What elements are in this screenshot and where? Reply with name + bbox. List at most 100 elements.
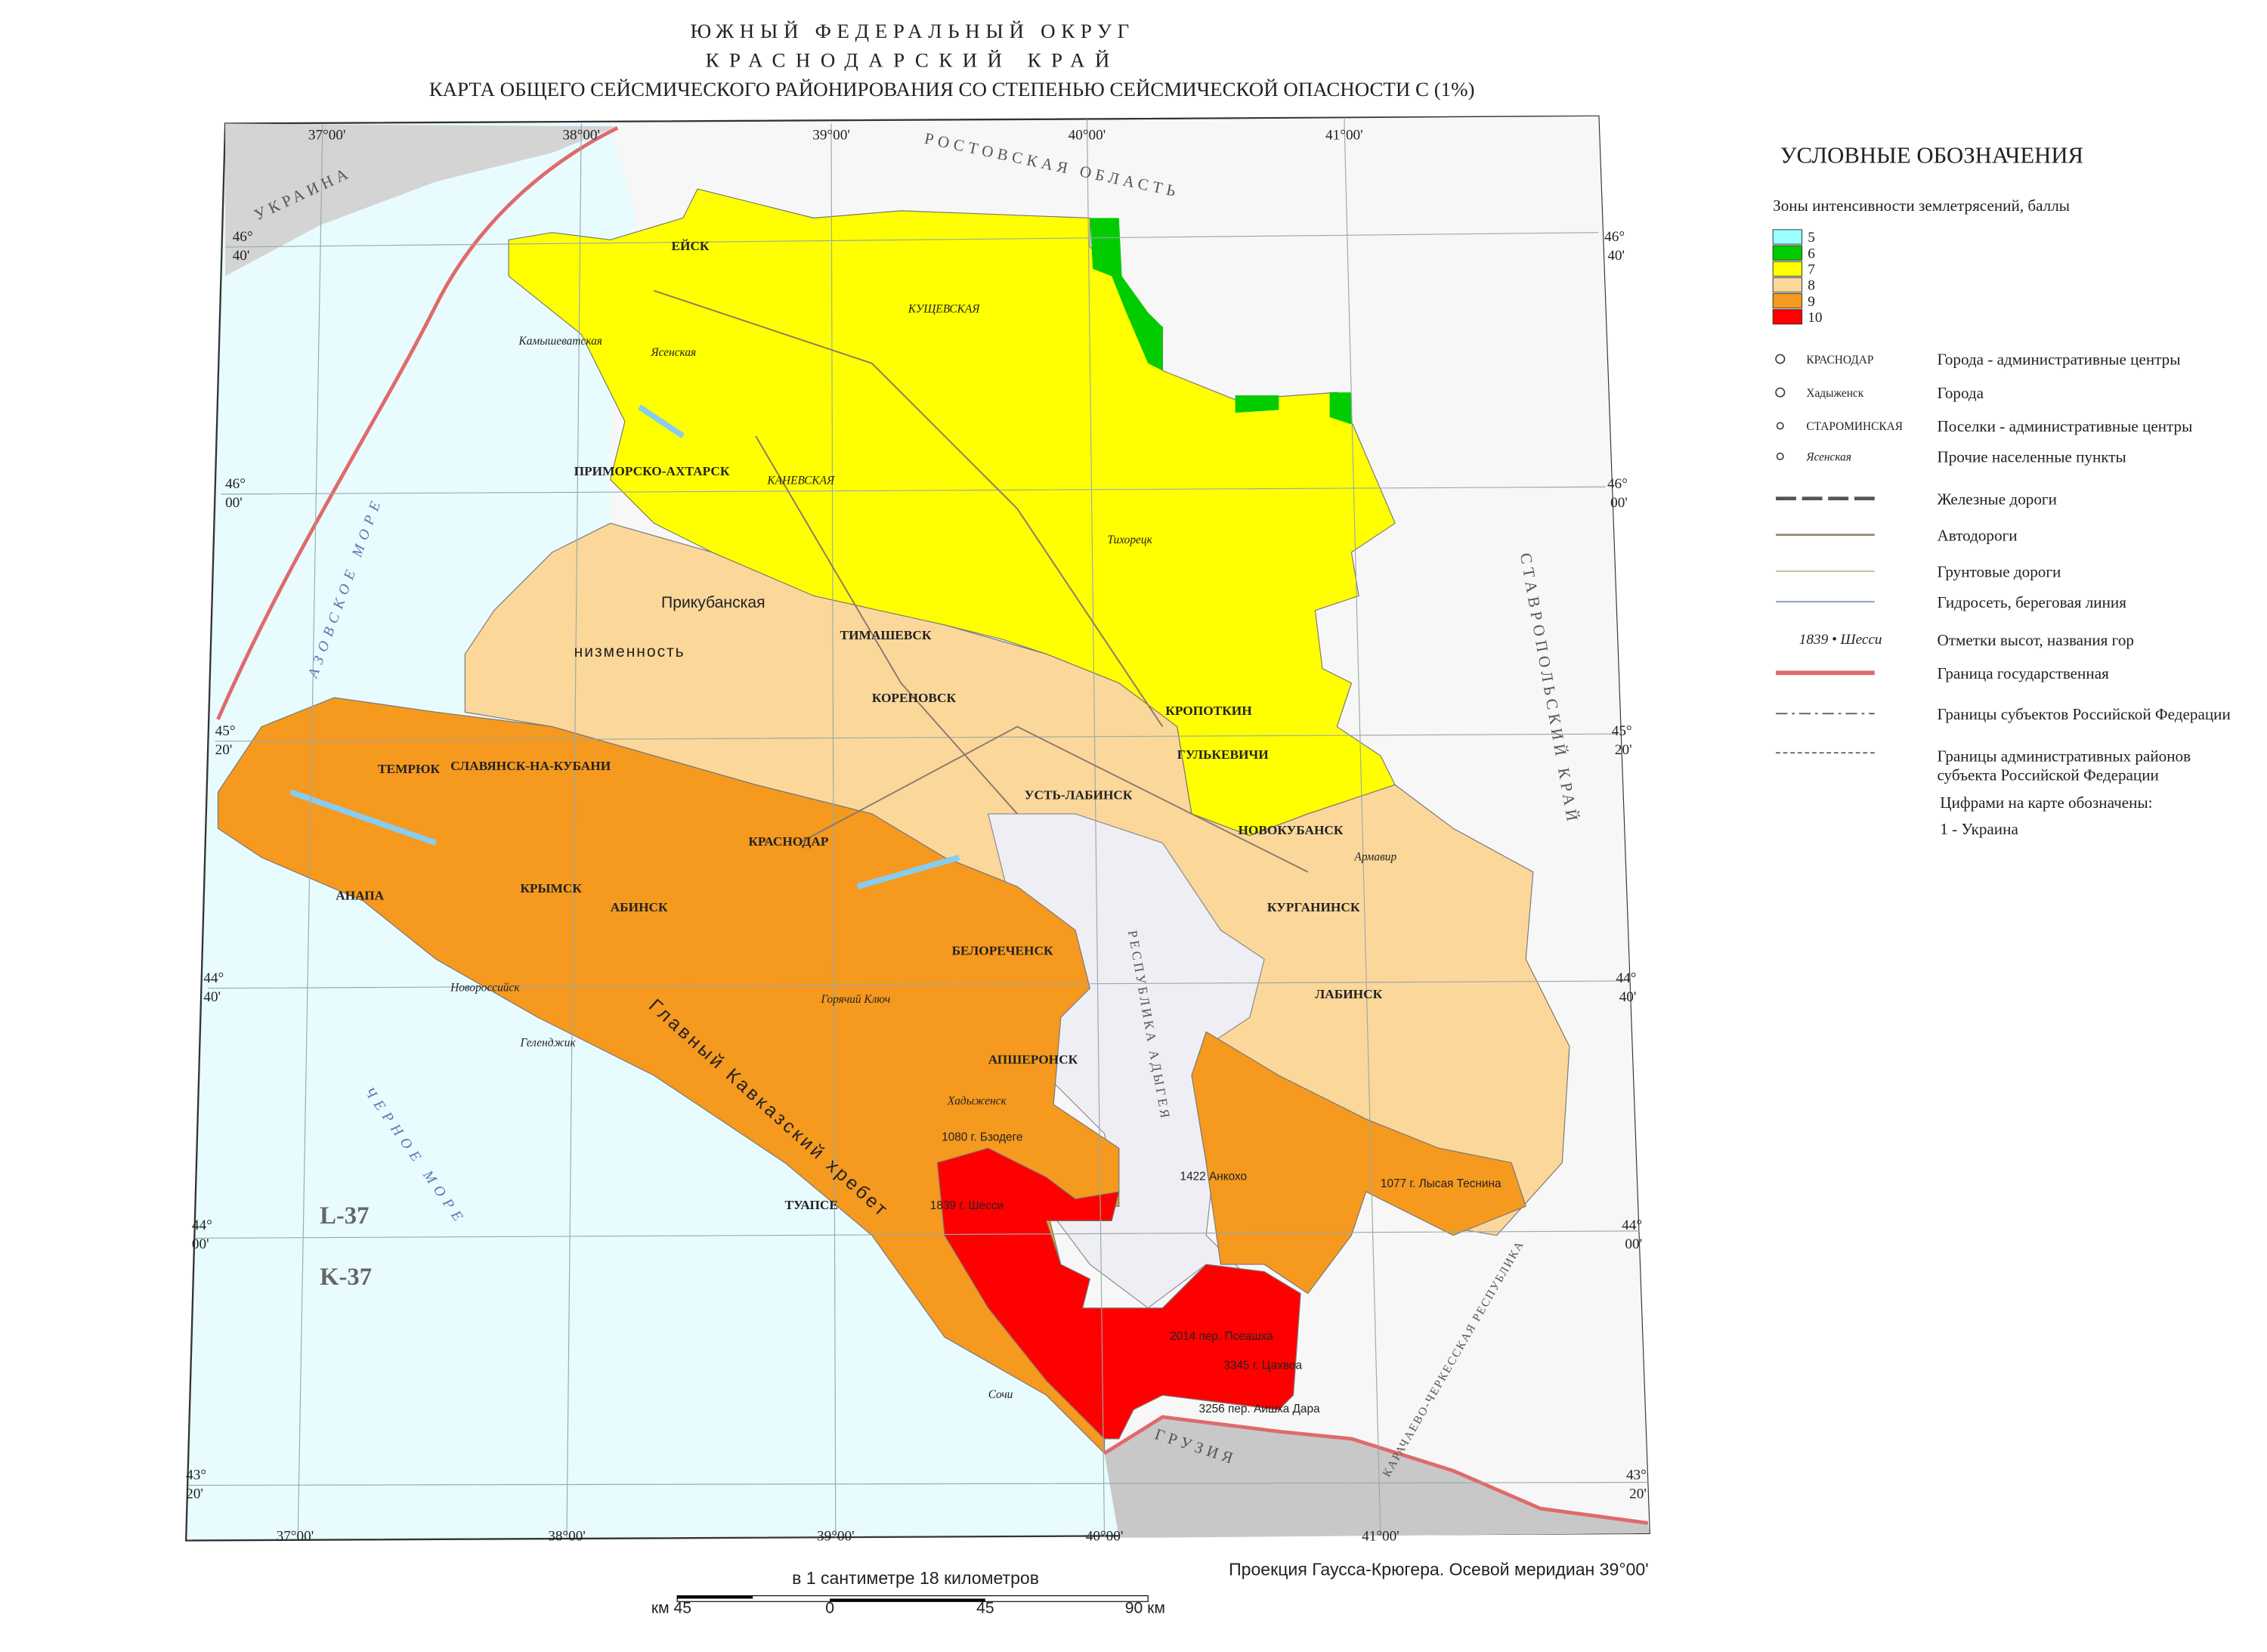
latitude-label: 46° [1607,476,1628,492]
latitude-label: 40' [1619,989,1637,1005]
peak: 3256 пер. Аишха Дара [1199,1403,1320,1415]
zone-9 [1191,1031,1526,1295]
latitude-label: 40' [233,248,250,264]
zone-10 [936,1147,1301,1440]
zone-9 [217,697,1120,1455]
city: Сочи [988,1388,1013,1401]
legend-point [1776,422,1784,430]
latitude-label: 46° [1604,229,1625,245]
latitude-label: 20' [1629,1486,1647,1502]
city: ТИМАШЕВСК [840,628,932,642]
legend-text: 1 - Украина [1940,820,2018,838]
sheet: K-37 [320,1264,372,1291]
latitude-label: 20' [186,1486,203,1502]
city: КАНЕВСКАЯ [766,474,835,487]
state-border [1103,1415,1649,1525]
scale-text: в 1 сантиметре 18 километров [792,1568,1039,1588]
state-border [216,126,619,720]
footer: в 1 сантиметре 18 километров км 45 0 45 … [651,1560,1649,1617]
legend-swatch [1772,277,1803,293]
city: ТУАПСЕ [784,1198,837,1212]
legend-zones-title: Зоны интенсивности землетрясений, баллы [1773,196,2070,215]
latitude-label: 40' [203,989,221,1005]
legend-zone-label: 6 [1808,246,1815,261]
peak: 3345 г. Цахвоа [1223,1360,1302,1372]
city: ЛАБИНСК [1315,987,1382,1001]
peak: 1077 г. Лысая Теснина [1381,1177,1502,1190]
legend-swatch [1772,261,1803,277]
legend-text: Отметки высот, названия гор [1937,631,2134,649]
scale-tick: 0 [825,1600,834,1617]
latitude-label: 46° [233,229,253,245]
lagoons [289,404,960,889]
projection: Проекция Гаусса-Крюгера. Осевой меридиан… [1229,1560,1649,1579]
latitude-label: 00' [1625,1236,1642,1252]
scale-bar [677,1595,753,1599]
legend-zone-label: 10 [1808,310,1822,326]
graticule [188,117,1648,1538]
legend-swatch [1772,229,1803,245]
legend-sample: КРАСНОДАР [1806,354,1873,367]
legend-point [1775,354,1786,364]
titles: ЮЖНЫЙ ФЕДЕРАЛЬНЫЙ ОКРУГ КРАСНОДАРСКИЙ КР… [429,20,1475,101]
latitude-label: 00' [1610,495,1628,511]
sheet: L-37 [320,1202,369,1230]
city: ПРИМОРСКО-АХТАРСК [574,464,730,478]
latitude-label: 44° [192,1217,212,1233]
longitude-label: 39°00' [817,1528,855,1544]
legend-point [1775,387,1786,398]
city: КРАСНОДАР [748,834,828,849]
legend-point [1776,452,1784,460]
peak: 1080 г. Бзодеге [942,1131,1022,1144]
zone-6 [1329,392,1352,425]
legend-text: Границы административных районов [1937,747,2191,766]
city: СЛАВЯНСК-НА-КУБАНИ [450,759,611,773]
map [184,115,1650,1542]
latitude-label: 43° [1626,1468,1647,1483]
legend-text: Цифрами на карте обозначены: [1940,794,2152,812]
longitude-label: 39°00' [812,128,850,144]
latitude-label: 20' [1615,742,1632,758]
peak: 1422 Анкохо [1180,1171,1248,1183]
title-line: КРАСНОДАРСКИЙ КРАЙ [706,48,1120,71]
scale-tick: 45 [976,1600,994,1617]
city: АНАПА [336,888,384,902]
legend-zone-label: 9 [1808,294,1815,310]
legend-text: Поселки - административные центры [1937,417,2192,435]
peak: 2014 пер. Псеашха [1170,1330,1273,1343]
latitude-label: 46° [225,476,246,492]
title-line: КАРТА ОБЩЕГО СЕЙСМИЧЕСКОГО РАЙОНИРОВАНИЯ… [429,78,1475,101]
scale-tick: км 45 [651,1600,691,1617]
latitude-label: 45° [215,723,236,739]
legend-swatch [1772,245,1803,261]
city: Хадыженск [947,1095,1007,1108]
legend: УСЛОВНЫЕ ОБОЗНАЧЕНИЯ Зоны интенсивности … [1772,142,2231,838]
city: КУРГАНИНСК [1267,900,1360,914]
city: БЕЛОРЕЧЕНСК [952,943,1053,957]
longitude-label: 40°00' [1069,128,1106,144]
city: КОРЕНОВСК [872,691,957,705]
lowland: низменность [574,643,685,660]
city: Горячий Ключ [821,993,891,1006]
coordinate-labels: 37°00' 38°00' 39°00' 40°00' 41°00' 37°00' 38°0… [186,128,1647,1545]
city: Армавир [1353,850,1396,863]
city: АБИНСК [611,900,668,914]
legend-text: субъекта Российской Федерации [1937,766,2158,784]
latitude-label: 20' [215,742,233,758]
latitude-label: 44° [1616,970,1636,986]
latitude-label: 00' [225,495,243,511]
lowland: Прикубанская [661,594,765,611]
latitude-label: 40' [1607,248,1625,264]
legend-text: Гидросеть, береговая линия [1937,593,2126,611]
latitude-label: 45° [1612,723,1632,739]
city: ТЕМРЮК [378,762,440,776]
city: АПШЕРОНСК [988,1053,1078,1067]
longitude-label: 37°00' [308,128,346,144]
legend-text: Грунтовые дороги [1937,562,2061,580]
legend-zone-label: 5 [1808,230,1815,246]
longitude-label: 38°00' [548,1528,586,1544]
legend-swatch [1772,309,1803,325]
city: Тихорецк [1107,534,1152,546]
city: УСТЬ-ЛАБИНСК [1025,788,1133,803]
